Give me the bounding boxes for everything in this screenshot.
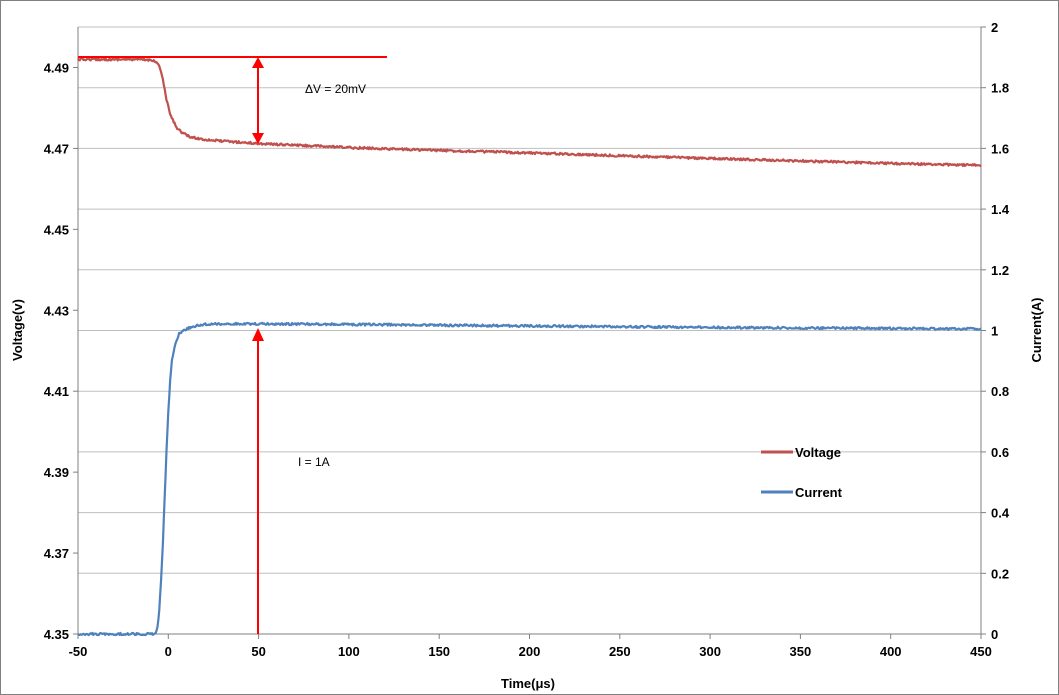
- y-right-tick-label: 1: [991, 324, 998, 339]
- y-right-axis-title: Current(A): [1029, 298, 1044, 363]
- y-left-tick-label: 4.47: [44, 141, 69, 156]
- y-right-tick-label: 1.6: [991, 141, 1009, 156]
- y-right-tick-label: 0.4: [991, 506, 1010, 521]
- y-left-tick-label: 4.37: [44, 546, 69, 561]
- x-tick-label: 100: [338, 644, 360, 659]
- y-right-tick-label: 1.2: [991, 263, 1009, 278]
- y-right-tick-label: 0.6: [991, 445, 1009, 460]
- y-right-tick-label: 1.4: [991, 202, 1010, 217]
- y-right-tick-label: 1.8: [991, 81, 1009, 96]
- x-tick-label: 400: [880, 644, 902, 659]
- x-tick-label: 0: [165, 644, 172, 659]
- legend-label-current: Current: [795, 485, 843, 500]
- delta-v-label: ΔV = 20mV: [305, 82, 366, 96]
- y-left-tick-label: 4.35: [44, 627, 69, 642]
- x-tick-label: -50: [69, 644, 88, 659]
- series-line-current: [77, 321, 982, 637]
- x-tick-label: 200: [519, 644, 541, 659]
- delta-v-arrowhead-top: [252, 57, 264, 68]
- y-left-tick-label: 4.45: [44, 222, 69, 237]
- x-tick-label: 150: [428, 644, 450, 659]
- x-tick-label: 250: [609, 644, 631, 659]
- series-group: [77, 57, 982, 637]
- y-left-tick-label: 4.43: [44, 303, 69, 318]
- y-right-tick-label: 2: [991, 20, 998, 35]
- y-left-tick-label: 4.39: [44, 465, 69, 480]
- y-left-tick-label: 4.41: [44, 384, 69, 399]
- series-line-voltage: [77, 57, 982, 168]
- x-tick-labels: -50 0 50 100 150 200 250 300 350 400 450: [69, 634, 992, 659]
- x-tick-label: 300: [699, 644, 721, 659]
- gridlines: [78, 26, 981, 574]
- x-tick-label: 450: [970, 644, 992, 659]
- x-tick-label: 50: [251, 644, 265, 659]
- y-right-tick-label: 0.8: [991, 384, 1009, 399]
- y-left-tick-label: 4.49: [44, 60, 69, 75]
- x-tick-label: 350: [790, 644, 812, 659]
- x-axis-title: Time(μs): [501, 676, 555, 691]
- y-right-tick-labels: 0 0.2 0.4 0.6 0.8 1 1.2 1.4 1.6 1.8 2: [981, 20, 1010, 642]
- current-arrowhead: [252, 328, 264, 341]
- legend: Voltage Current: [761, 445, 843, 500]
- y-right-tick-label: 0.2: [991, 566, 1009, 581]
- legend-label-voltage: Voltage: [795, 445, 841, 460]
- y-right-tick-label: 0: [991, 627, 998, 642]
- y-left-axis-title: Voltage(v): [10, 299, 25, 361]
- current-label: I = 1A: [298, 455, 330, 469]
- y-left-tick-labels: 4.35 4.37 4.39 4.41 4.43 4.45 4.47 4.49: [44, 60, 78, 642]
- delta-v-arrowhead-bottom: [252, 133, 264, 144]
